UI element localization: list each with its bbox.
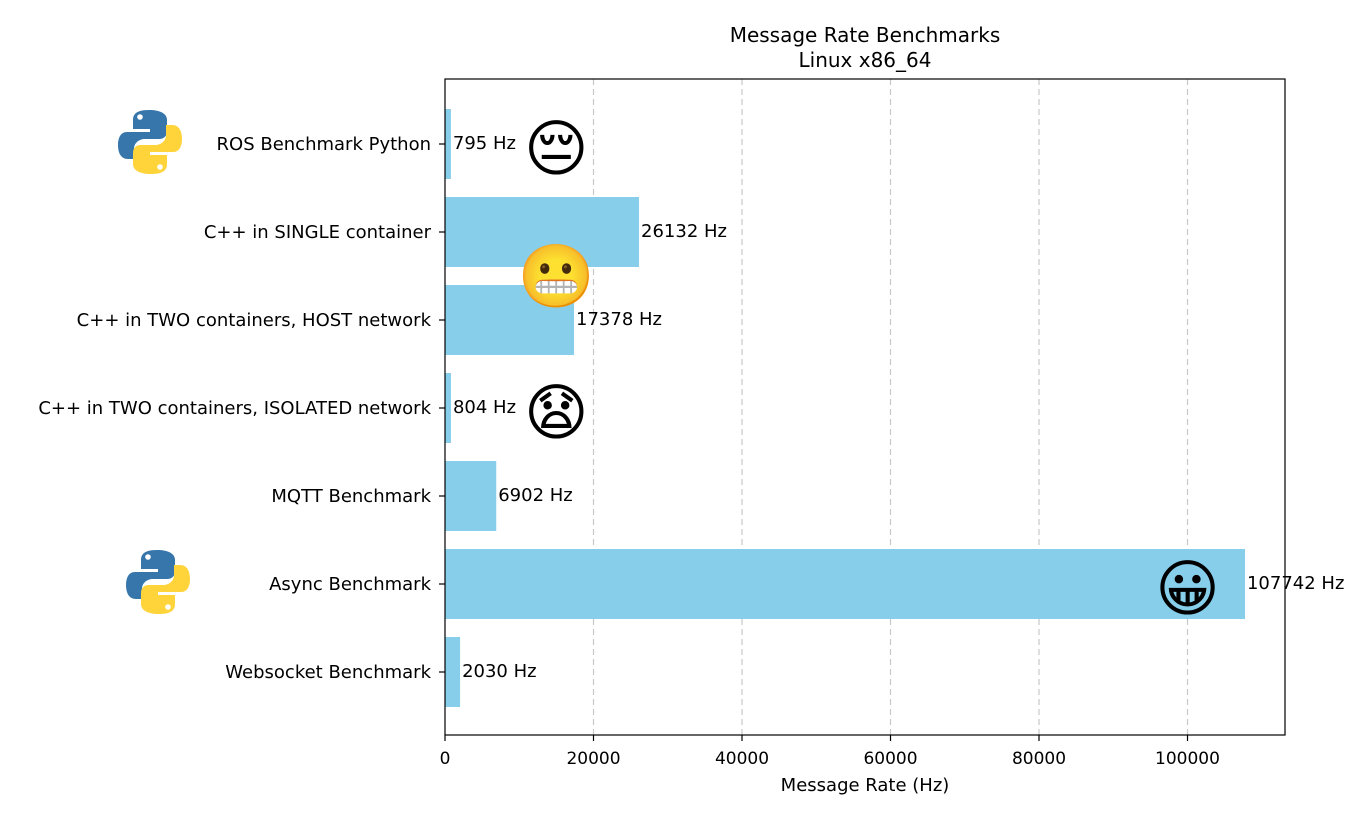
bar bbox=[445, 461, 497, 531]
chart-subtitle: Linux x86_64 bbox=[799, 48, 932, 72]
python-logos bbox=[118, 110, 190, 614]
bar bbox=[445, 285, 575, 355]
y-tick-labels: ROS Benchmark Python C++ in SINGLE contai… bbox=[38, 134, 445, 683]
x-tick-label: 20000 bbox=[566, 749, 620, 769]
y-tick-label: MQTT Benchmark bbox=[271, 486, 431, 507]
plot-frame bbox=[444, 78, 1286, 736]
y-tick-label: Websocket Benchmark bbox=[225, 662, 431, 683]
grimacing-face-icon: 😬 bbox=[518, 240, 595, 313]
x-tick-label: 40000 bbox=[715, 749, 769, 769]
data-label: 107742 Hz bbox=[1247, 573, 1344, 594]
x-ticks: 0 20000 40000 60000 80000 100000 bbox=[440, 735, 1220, 769]
bar bbox=[445, 373, 451, 443]
y-tick-label: C++ in SINGLE container bbox=[204, 222, 432, 243]
grid-lines bbox=[592, 79, 1189, 735]
python-logo-blue-eye bbox=[145, 554, 151, 560]
data-label: 804 Hz bbox=[453, 397, 516, 418]
python-logo-yellow-snake bbox=[141, 565, 190, 614]
data-label: 2030 Hz bbox=[462, 661, 537, 682]
emoji-annotations: 😔 😬 😧 😀 bbox=[518, 112, 1220, 625]
y-tick-label: Async Benchmark bbox=[269, 574, 431, 595]
python-logo-yellow-snake bbox=[133, 125, 182, 174]
bars-group bbox=[445, 109, 1245, 707]
x-tick-label: 100000 bbox=[1155, 749, 1220, 769]
y-tick-label: C++ in TWO containers, HOST network bbox=[77, 310, 432, 331]
anguished-face-icon: 😧 bbox=[524, 376, 589, 449]
y-tick-label: C++ in TWO containers, ISOLATED network bbox=[38, 398, 431, 419]
bar bbox=[445, 197, 640, 267]
bar bbox=[445, 637, 461, 707]
x-tick-label: 80000 bbox=[1012, 749, 1066, 769]
x-tick-label: 60000 bbox=[863, 749, 917, 769]
data-label: 17378 Hz bbox=[576, 309, 662, 330]
bar bbox=[445, 549, 1245, 619]
x-tick-label: 0 bbox=[440, 749, 451, 769]
data-label: 26132 Hz bbox=[641, 221, 727, 242]
python-logo-icon bbox=[118, 110, 182, 174]
python-logo-yellow-eye bbox=[165, 604, 171, 610]
python-logo-icon bbox=[126, 550, 190, 614]
bar bbox=[445, 109, 451, 179]
data-label: 795 Hz bbox=[453, 133, 516, 154]
python-logo-blue-snake bbox=[118, 110, 167, 159]
python-logo-yellow-eye bbox=[157, 164, 163, 170]
pensive-face-icon: 😔 bbox=[524, 112, 589, 185]
chart-title: Message Rate Benchmarks bbox=[730, 23, 1001, 47]
data-labels: 795 Hz 26132 Hz 17378 Hz 804 Hz 6902 Hz 10774… bbox=[453, 133, 1345, 682]
python-logo-blue-eye bbox=[137, 114, 143, 120]
grinning-face-icon: 😀 bbox=[1155, 552, 1220, 625]
python-logo-blue-snake bbox=[126, 550, 175, 599]
y-tick-label: ROS Benchmark Python bbox=[217, 134, 431, 155]
x-axis-label: Message Rate (Hz) bbox=[781, 775, 950, 796]
data-label: 6902 Hz bbox=[498, 485, 573, 506]
